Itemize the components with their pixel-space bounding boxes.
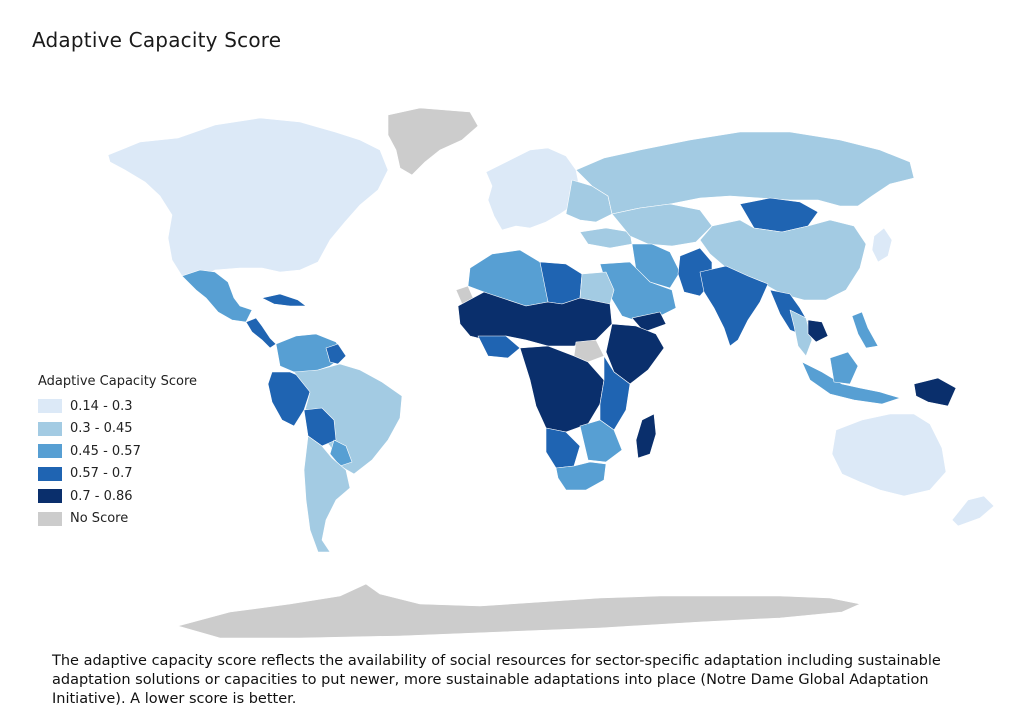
- legend-item: No Score: [38, 508, 197, 531]
- legend-swatch: [38, 399, 62, 414]
- legend-item: 0.57 - 0.7: [38, 463, 197, 486]
- region-gulf-of-guinea: [477, 335, 521, 359]
- region-russia: [575, 131, 915, 215]
- region-turkey: [579, 227, 633, 249]
- map-title: Adaptive Capacity Score: [32, 28, 282, 52]
- region-zambia-mozambique: [579, 419, 623, 463]
- region-guianas: [325, 343, 347, 365]
- region-japan: [871, 227, 893, 263]
- legend-swatch: [38, 444, 62, 459]
- region-india: [699, 265, 769, 347]
- legend-label: 0.7 - 0.86: [70, 488, 133, 504]
- region-south-africa: [555, 461, 607, 491]
- region-caribbean: [261, 293, 307, 307]
- region-south-sudan: [573, 339, 605, 363]
- legend-label: 0.14 - 0.3: [70, 398, 133, 414]
- caption: The adaptive capacity score reflects the…: [52, 653, 941, 707]
- legend-item: 0.45 - 0.57: [38, 440, 197, 463]
- region-angola: [545, 427, 581, 469]
- legend-title: Adaptive Capacity Score: [38, 374, 198, 389]
- legend-swatch: [38, 421, 62, 436]
- legend-swatch: [38, 489, 62, 504]
- region-antarctica: [177, 583, 861, 639]
- region-cambodia: [807, 319, 829, 343]
- legend-label: 0.45 - 0.57: [70, 443, 141, 459]
- region-central-america: [245, 317, 277, 349]
- legend-label: No Score: [70, 511, 129, 527]
- region-greenland: [387, 107, 479, 176]
- legend-label: 0.57 - 0.7: [70, 466, 133, 482]
- legend-item: 0.7 - 0.86: [38, 485, 197, 508]
- region-new-zealand: [951, 495, 995, 527]
- region-argentina-chile: [303, 435, 351, 553]
- region-thailand: [789, 309, 813, 357]
- region-borneo: [829, 351, 859, 385]
- region-central-asia: [611, 203, 713, 247]
- legend-item: 0.3 - 0.45: [38, 418, 197, 441]
- region-north-america: [107, 117, 389, 283]
- region-central-africa: [519, 345, 605, 433]
- legend-label: 0.3 - 0.45: [70, 421, 133, 437]
- region-paraguay: [329, 439, 353, 467]
- legend-item: 0.14 - 0.3: [38, 395, 197, 418]
- region-ethiopia-somalia: [605, 323, 665, 385]
- legend-swatch: [38, 466, 62, 481]
- legend: Adaptive Capacity Score 0.14 - 0.3 0.3 - …: [38, 374, 197, 530]
- region-europe: [485, 147, 581, 231]
- region-china: [699, 219, 867, 301]
- legend-swatch: [38, 511, 62, 526]
- region-arabia: [599, 261, 677, 323]
- region-png: [913, 377, 957, 407]
- region-madagascar: [635, 413, 657, 459]
- region-mexico: [181, 269, 253, 323]
- region-philippines: [851, 311, 879, 349]
- region-australia: [831, 413, 947, 497]
